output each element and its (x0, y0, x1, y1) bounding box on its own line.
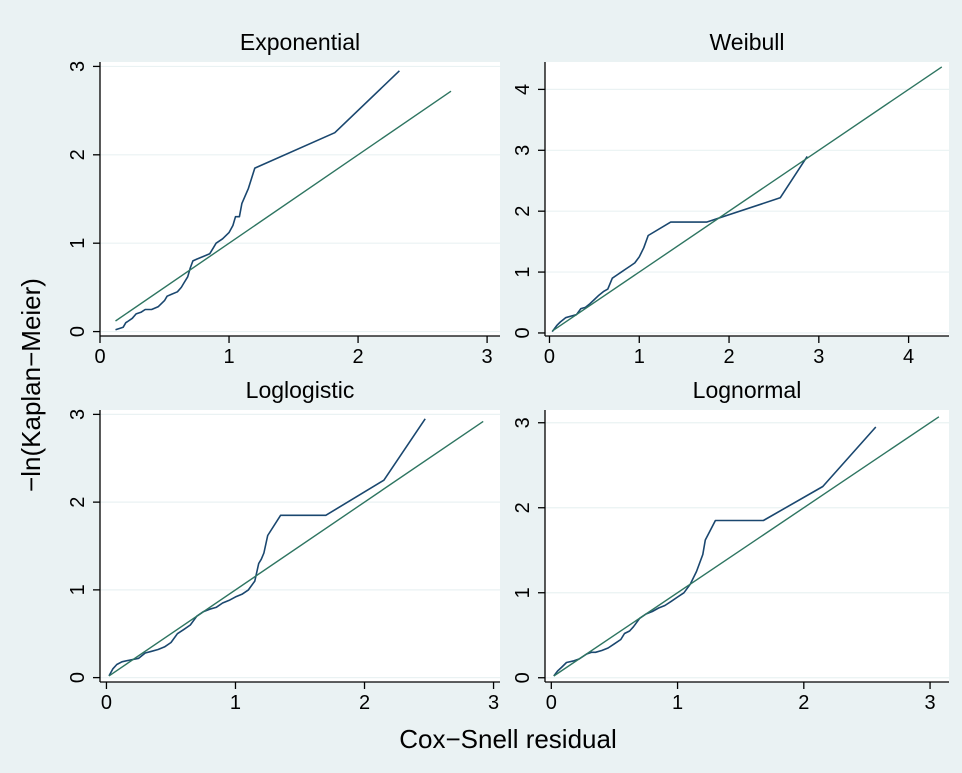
x-tick-label: 1 (223, 346, 234, 368)
x-axis-title: Cox−Snell residual (399, 724, 617, 754)
x-tick-label: 3 (925, 692, 936, 714)
x-tick-label: 1 (634, 346, 645, 368)
y-tick-label: 2 (512, 502, 534, 513)
km-line (115, 70, 400, 331)
reference-line (551, 66, 943, 332)
panel-lognormal: 0 1 2 3 0 1 2 3 Lognormal (512, 377, 949, 714)
x-tick-label: 0 (546, 692, 557, 714)
panel-loglogistic: 0 1 2 3 0 1 2 3 Loglogistic (67, 377, 500, 714)
y-tick-label: 2 (512, 206, 534, 217)
x-tick-label: 0 (544, 346, 555, 368)
x-tick-label: 4 (903, 346, 914, 368)
reference-line (553, 416, 940, 677)
reference-line (115, 90, 452, 322)
x-tick-label: 2 (353, 346, 364, 368)
km-line (551, 155, 808, 333)
panel-exponential: 0 1 2 3 0 1 2 3 Exponential (67, 29, 500, 368)
x-tick-label: 1 (672, 692, 683, 714)
x-tick-label: 3 (488, 692, 499, 714)
x-tick-label: 2 (359, 692, 370, 714)
panel-weibull: 0 1 2 3 4 0 1 2 3 4 Weibull (512, 29, 949, 368)
panel-title: Exponential (240, 29, 360, 55)
y-tick-label: 3 (67, 409, 89, 420)
y-axis-title: −ln(Kaplan−Meier) (16, 278, 46, 492)
x-tick-label: 2 (798, 692, 809, 714)
y-tick-label: 1 (67, 584, 89, 595)
y-tick-label: 3 (512, 145, 534, 156)
y-tick-label: 1 (512, 267, 534, 278)
y-tick-label: 0 (512, 672, 534, 683)
y-tick-label: 1 (512, 587, 534, 598)
x-tick-label: 1 (230, 692, 241, 714)
x-tick-label: 2 (723, 346, 734, 368)
plot-area (100, 62, 500, 336)
x-tick-label: 3 (482, 346, 493, 368)
y-tick-label: 2 (67, 149, 89, 160)
panel-title: Weibull (710, 29, 785, 55)
x-tick-label: 3 (813, 346, 824, 368)
y-tick-label: 0 (67, 326, 89, 337)
y-tick-label: 3 (512, 417, 534, 428)
panel-title: Loglogistic (246, 377, 355, 403)
x-tick-label: 0 (94, 346, 105, 368)
reference-line (108, 420, 484, 677)
y-tick-label: 3 (67, 61, 89, 72)
x-tick-label: 0 (101, 692, 112, 714)
km-line (108, 418, 426, 677)
y-tick-label: 2 (67, 497, 89, 508)
y-tick-label: 0 (67, 672, 89, 683)
panel-title: Lognormal (693, 377, 802, 403)
y-tick-label: 4 (512, 84, 534, 95)
y-tick-label: 0 (512, 327, 534, 338)
y-tick-label: 1 (67, 238, 89, 249)
